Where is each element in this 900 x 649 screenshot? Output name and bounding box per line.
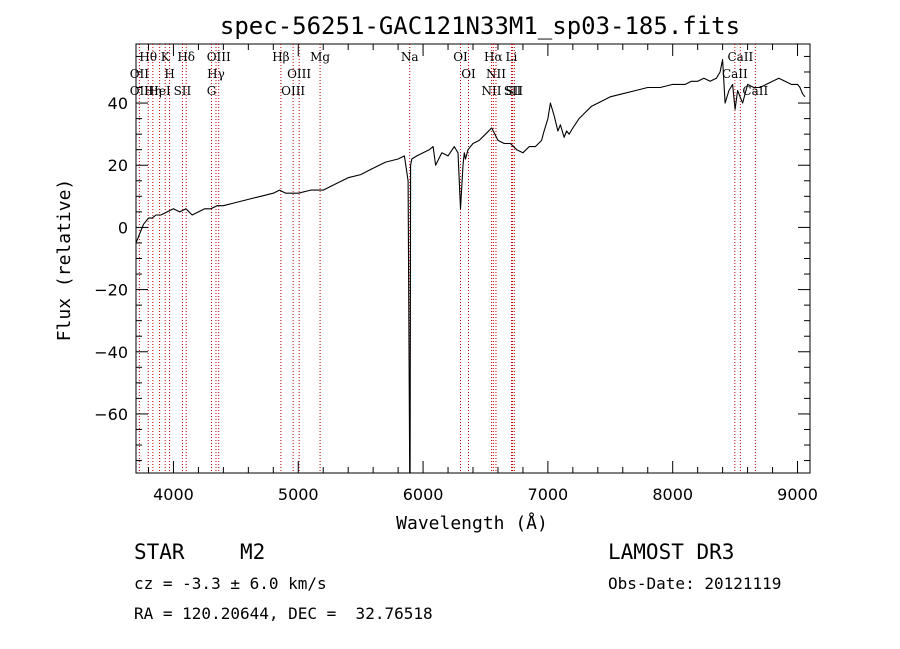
- observation-date: Obs-Date: 20121119: [608, 574, 782, 593]
- x-tick-label: 8000: [652, 485, 693, 504]
- spectral-line-label: Li: [506, 50, 518, 64]
- spectral-line-label: CaII: [722, 67, 748, 81]
- spectral-line-label: G: [207, 84, 217, 98]
- object-subclass: M2: [240, 540, 266, 564]
- spectral-line-label: K: [161, 50, 171, 64]
- spectral-line-label: SII: [504, 84, 522, 98]
- spectral-line-label: SII: [174, 84, 192, 98]
- chart-title: spec-56251-GAC121N33M1_sp03-185.fits: [220, 12, 740, 40]
- spectral-line-label: Na: [401, 50, 419, 64]
- y-tick-label: −20: [94, 281, 128, 300]
- y-tick-label: 0: [118, 218, 128, 237]
- survey-name: LAMOST DR3: [608, 540, 735, 564]
- spectral-line-label: OI: [461, 67, 476, 81]
- spectral-line-label: HeI: [148, 84, 171, 98]
- spectral-line-label: CaII: [727, 50, 753, 64]
- spectral-line-label: OIII: [281, 84, 305, 98]
- x-tick-label: 6000: [403, 485, 444, 504]
- spectral-line-label: OII: [130, 84, 150, 98]
- spectral-line-label: SII: [505, 84, 523, 98]
- plot-area: [135, 43, 811, 474]
- spectral-line-label: Hα: [484, 50, 503, 64]
- y-tick-label: −60: [94, 405, 128, 424]
- spectral-line-label: H: [164, 67, 174, 81]
- y-tick-label: 20: [108, 156, 128, 175]
- spectral-line-label: Hβ: [272, 50, 289, 64]
- x-axis-label: Wavelength (Å): [396, 512, 548, 534]
- spectral-line-label: OI: [453, 50, 468, 64]
- spectral-line-label: Hθ: [139, 50, 157, 64]
- spectral-line-label: Hγ: [207, 67, 225, 81]
- x-tick-label: 7000: [528, 485, 569, 504]
- spectral-line-label: NII: [481, 84, 501, 98]
- spectral-line-label: OIII: [287, 67, 311, 81]
- x-tick-label: 5000: [278, 485, 319, 504]
- x-tick-label: 4000: [153, 485, 194, 504]
- spectral-line-label: OII: [130, 67, 150, 81]
- spectrum-series-flux: [135, 58, 806, 474]
- y-tick-label: 40: [108, 94, 128, 113]
- y-tick-label: −40: [94, 343, 128, 362]
- spectral-line-label: NII: [486, 67, 506, 81]
- y-axis-label: Flux (relative): [54, 179, 75, 342]
- x-tick-label: 9000: [777, 485, 818, 504]
- spectral-line-label: Hη: [144, 84, 162, 98]
- coordinates: RA = 120.20644, DEC = 32.76518: [134, 604, 433, 623]
- spectral-line-label: CaII: [742, 84, 768, 98]
- spectral-line-label: OIII: [207, 50, 231, 64]
- spectral-line-label: Hδ: [177, 50, 195, 64]
- redshift-info: cz = -3.3 ± 6.0 km/s: [134, 574, 327, 593]
- object-class: STAR: [134, 540, 185, 564]
- spectral-line-label: Mg: [310, 50, 330, 64]
